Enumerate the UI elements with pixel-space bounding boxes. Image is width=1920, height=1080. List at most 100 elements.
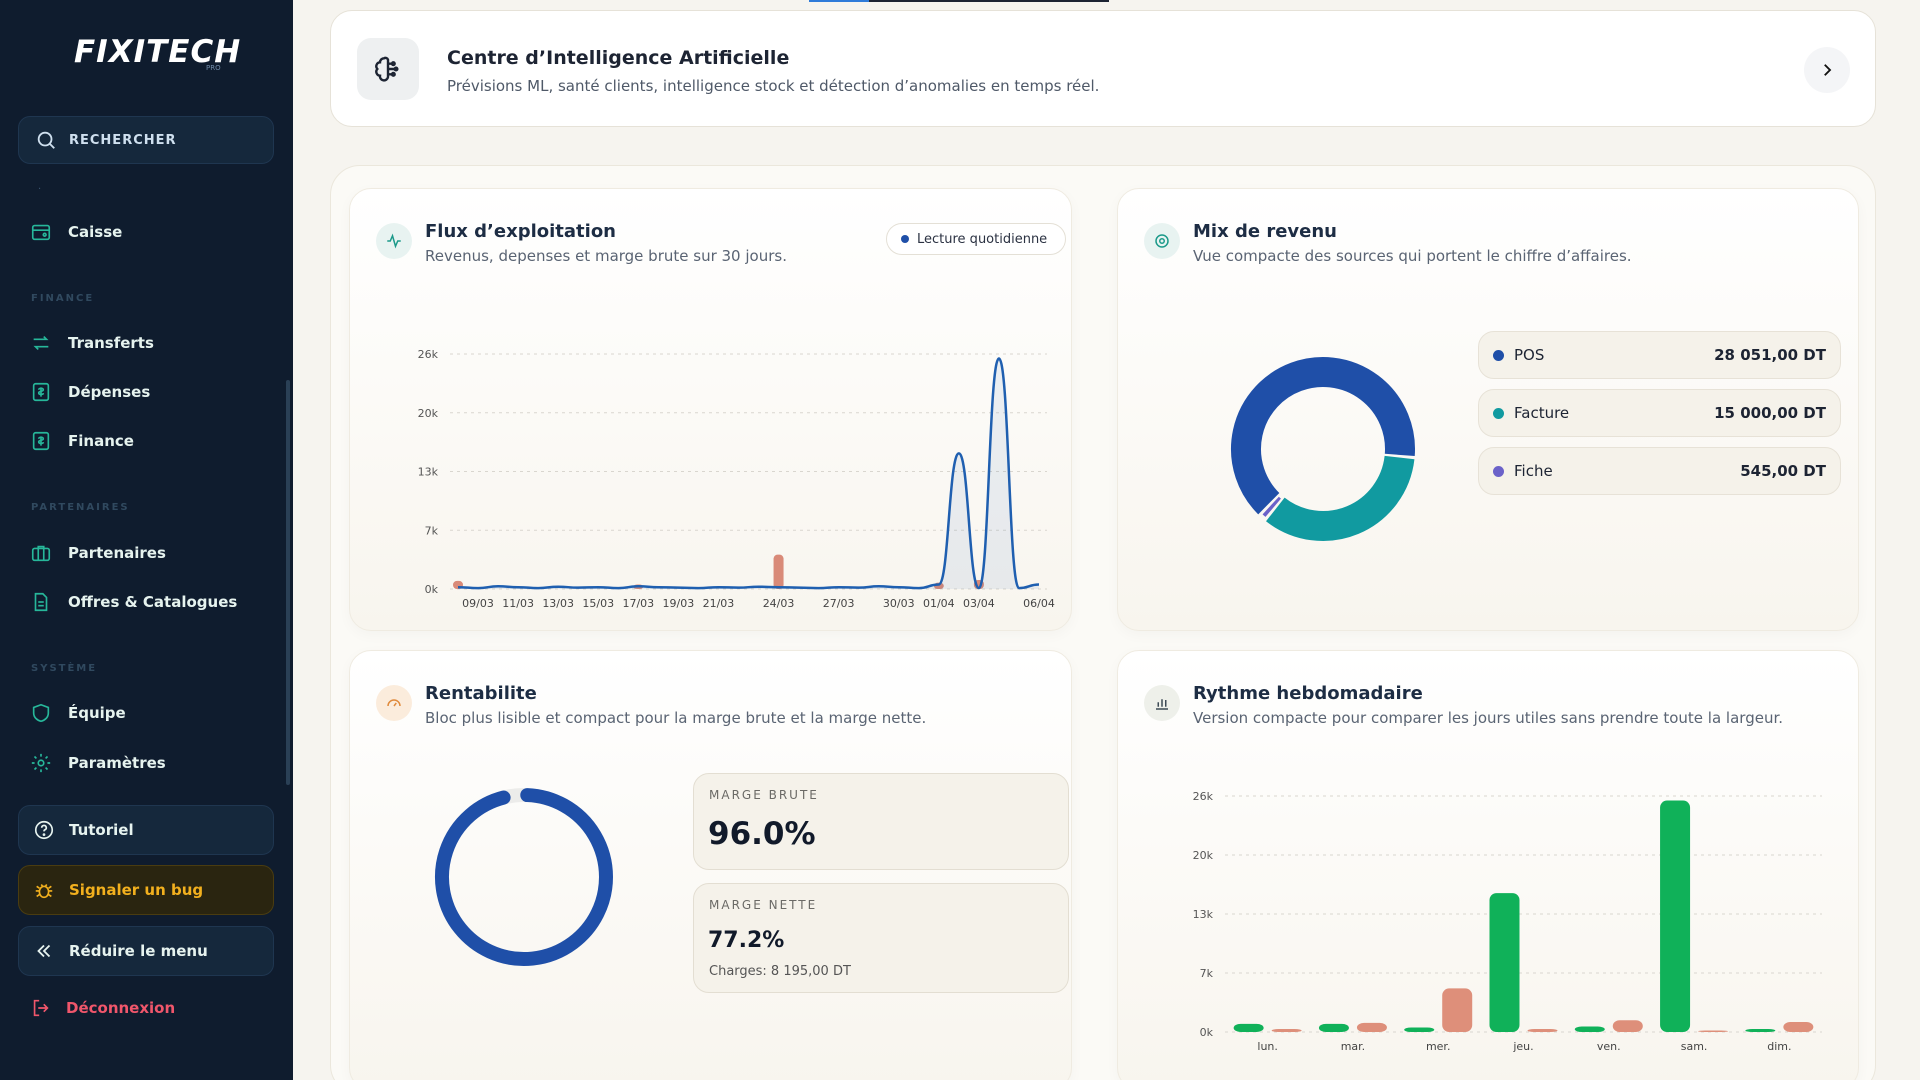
sidebar-item-partenaires[interactable]: Partenaires <box>30 538 166 568</box>
brand-logo[interactable]: FIXITECH PRO <box>74 34 240 80</box>
dashboard-panel: Flux d’exploitation Revenus, depenses et… <box>330 165 1876 1080</box>
marge-brute-card: MARGE BRUTE 96.0% <box>693 773 1069 870</box>
logout-icon <box>33 999 49 1017</box>
donut-slice-facture <box>1266 455 1415 541</box>
sidebar-item-depenses[interactable]: Dépenses <box>30 377 150 407</box>
x-tick-label: 09/03 <box>462 597 494 610</box>
marge-brute-value: 96.0% <box>708 816 816 852</box>
legend-item-facture: Facture 15 000,00 DT <box>1478 389 1841 437</box>
x-tick-label: 30/03 <box>883 597 915 610</box>
legend-name: Facture <box>1514 404 1570 422</box>
logout-button[interactable]: Déconnexion <box>30 997 175 1019</box>
charges-text: Charges: 8 195,00 DT <box>709 964 851 979</box>
activity-icon <box>376 223 412 259</box>
legend-value: 28 051,00 DT <box>1714 346 1826 364</box>
brand-suffix: PRO <box>206 64 221 72</box>
revenue-line <box>457 357 1040 590</box>
brain-icon <box>357 38 419 100</box>
sidebar-scrollbar[interactable] <box>286 380 290 785</box>
x-tick-label: sam. <box>1681 1040 1708 1053</box>
week-bar <box>1612 1020 1643 1032</box>
y-tick-label: 7k <box>425 524 439 537</box>
legend-dot <box>1493 407 1504 419</box>
legend-dot <box>1493 349 1504 361</box>
y-tick-label: 13k <box>418 466 439 479</box>
week-bar <box>1404 1027 1435 1032</box>
search-label: RECHERCHER <box>69 132 177 148</box>
sidebar-item-label: Finance <box>68 432 134 450</box>
week-bar <box>1783 1022 1814 1032</box>
sidebar-item-offres[interactable]: Offres & Catalogues <box>30 587 237 617</box>
sidebar-item-transferts[interactable]: Transferts <box>30 328 154 358</box>
week-bar <box>1574 1026 1605 1032</box>
x-tick-label: 06/04 <box>1023 597 1055 610</box>
x-tick-label: 24/03 <box>763 597 795 610</box>
tutorial-label: Tutoriel <box>69 821 134 839</box>
week-bar <box>1527 1029 1558 1032</box>
week-bar <box>1489 893 1520 1032</box>
marge-nette-value: 77.2% <box>708 928 785 953</box>
x-tick-label: lun. <box>1257 1040 1278 1053</box>
search-button[interactable]: RECHERCHER <box>18 116 274 164</box>
active-tab-indicator <box>809 0 869 2</box>
x-tick-label: 13/03 <box>542 597 574 610</box>
flux-title: Flux d’exploitation <box>425 221 616 242</box>
flux-card: Flux d’exploitation Revenus, depenses et… <box>349 188 1072 631</box>
mix-title: Mix de revenu <box>1193 221 1337 242</box>
week-bar <box>1660 800 1691 1032</box>
target-icon <box>1144 223 1180 259</box>
week-bar <box>1356 1022 1387 1032</box>
ai-center-title: Centre d’Intelligence Artificielle <box>447 47 790 69</box>
brand-name: FIXITECH <box>74 34 242 70</box>
week-bar <box>1698 1030 1729 1032</box>
rythme-subtitle: Version compacte pour comparer les jours… <box>1193 709 1784 727</box>
finance-icon <box>32 431 50 451</box>
collapse-menu-button[interactable]: Réduire le menu <box>18 926 274 976</box>
ring-progress <box>435 788 613 966</box>
chevrons-left-icon <box>37 944 51 958</box>
x-tick-label: ven. <box>1597 1040 1621 1053</box>
y-tick-label: 20k <box>1193 849 1214 862</box>
daily-reading-badge[interactable]: Lecture quotidienne <box>886 223 1066 255</box>
sidebar-item-label: Caisse <box>68 223 123 241</box>
rythme-card: Rythme hebdomadaire Version compacte pou… <box>1117 650 1859 1080</box>
sidebar-item-equipe[interactable]: Équipe <box>30 698 126 728</box>
logout-label: Déconnexion <box>66 999 176 1017</box>
rentabilite-card: Rentabilite Bloc plus lisible et compact… <box>349 650 1072 1080</box>
x-tick-label: mer. <box>1426 1040 1451 1053</box>
donut-slice-fiche <box>1262 496 1282 517</box>
tutorial-button[interactable]: Tutoriel <box>18 805 274 855</box>
rythme-chart: 0k 7k 13k 20k 26k lun. mar. mer. jeu. ven. sam. dim… <box>1193 790 1822 1053</box>
marge-brute-label: MARGE BRUTE <box>709 788 819 802</box>
chevron-right-icon[interactable] <box>1804 47 1850 93</box>
sidebar: FIXITECH PRO RECHERCHER · Caisse FINANCE… <box>0 0 293 1080</box>
week-bar <box>1745 1029 1776 1032</box>
ai-center-card[interactable]: Centre d’Intelligence Artificielle Prévi… <box>330 10 1876 127</box>
week-bar <box>1318 1023 1349 1032</box>
sidebar-item-label: Partenaires <box>68 544 166 562</box>
sidebar-item-finance[interactable]: Finance <box>30 426 134 456</box>
help-circle-icon <box>34 820 54 840</box>
x-tick-label: 21/03 <box>703 597 735 610</box>
report-bug-button[interactable]: Signaler un bug <box>18 865 274 915</box>
donut-slice-pos <box>1231 357 1415 515</box>
sidebar-item-label: Offres & Catalogues <box>68 593 238 611</box>
legend-value: 545,00 DT <box>1740 462 1826 480</box>
rythme-title: Rythme hebdomadaire <box>1193 683 1423 704</box>
sidebar-item-caisse[interactable]: Caisse <box>30 217 122 247</box>
sidebar-item-parametres[interactable]: Paramètres <box>30 748 166 778</box>
flux-subtitle: Revenus, depenses et marge brute sur 30 … <box>425 247 787 265</box>
report-bug-label: Signaler un bug <box>69 881 204 899</box>
y-tick-label: 26k <box>1193 790 1214 803</box>
y-tick-label: 13k <box>1193 908 1214 921</box>
y-tick-label: 7k <box>1200 967 1214 980</box>
marge-nette-label: MARGE NETTE <box>709 898 818 912</box>
bar-chart-icon <box>1144 685 1180 721</box>
x-tick-label: dim. <box>1767 1040 1791 1053</box>
section-finance: FINANCE <box>31 293 95 304</box>
x-tick-label: mar. <box>1341 1040 1365 1053</box>
x-tick-label: 17/03 <box>622 597 654 610</box>
legend-item-fiche: Fiche 545,00 DT <box>1478 447 1841 495</box>
expense-bar <box>773 554 784 589</box>
x-tick-label: 01/04 <box>923 597 955 610</box>
